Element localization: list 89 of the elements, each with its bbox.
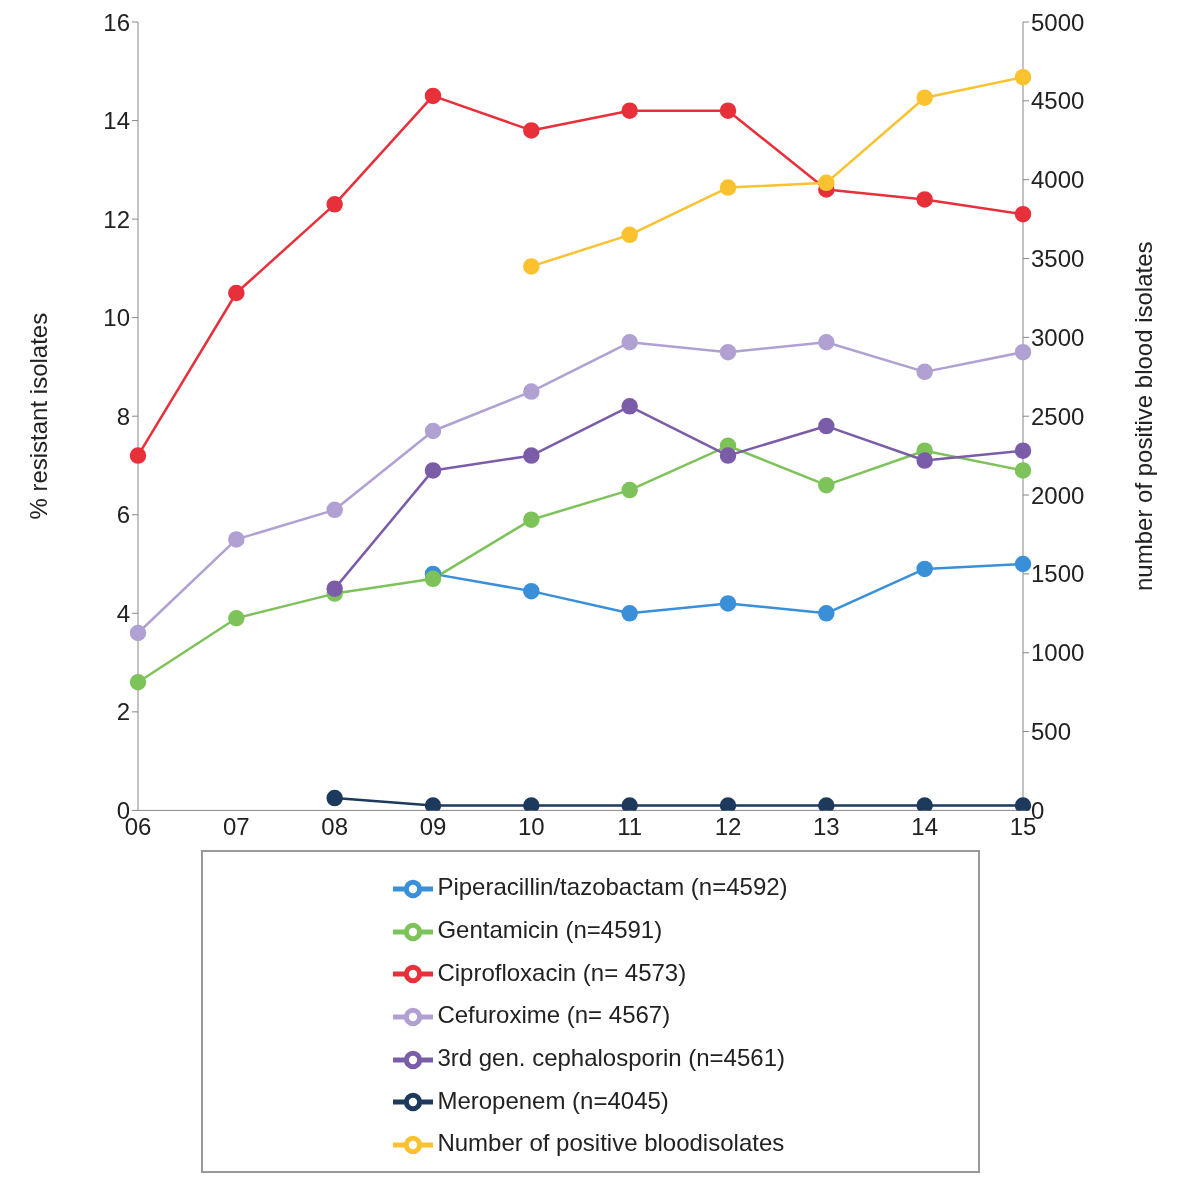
point [621, 334, 638, 351]
y-tick-label: 8 [116, 402, 130, 430]
point [719, 102, 737, 119]
point [1014, 205, 1032, 223]
point [228, 609, 245, 627]
point [818, 797, 835, 811]
point [719, 447, 737, 464]
y2-tick-label: 1500 [1031, 560, 1085, 588]
y2-tick-label: 3000 [1031, 323, 1085, 351]
point [129, 447, 147, 464]
legend-label: Cefuroxime (n= 4567) [437, 1001, 671, 1029]
point [916, 560, 933, 578]
point [523, 511, 540, 528]
x-tick-label: 12 [714, 813, 742, 841]
y-tick-label: 6 [116, 501, 130, 529]
point [916, 452, 933, 469]
y-tick-label: 10 [103, 304, 130, 332]
x-tick-label: 11 [617, 813, 643, 841]
y2-tick-label: 3500 [1031, 245, 1085, 273]
y2-axis-title: number of positive blood isolates [1129, 241, 1157, 591]
y2-tick-label: 4500 [1031, 87, 1085, 115]
point [1014, 797, 1032, 811]
point [818, 605, 835, 622]
y-tick-label: 4 [116, 599, 130, 627]
y2-tick-label: 1000 [1031, 639, 1085, 667]
point [719, 179, 737, 196]
x-tick-label: 07 [222, 813, 250, 841]
legend-label: Gentamicin (n=4591) [437, 916, 663, 944]
y-tick-label: 12 [103, 205, 130, 233]
y-axis-title: % resistant isolates [24, 312, 52, 520]
point [129, 624, 147, 642]
point [523, 447, 540, 464]
legend-label: 3rd gen. cephalosporin (n=4561) [437, 1044, 785, 1072]
point [1014, 343, 1032, 361]
x-tick-label: 14 [911, 813, 939, 841]
point [719, 595, 737, 612]
legend-label: Ciprofloxacin (n= 4573) [437, 958, 687, 986]
point [424, 570, 442, 588]
point [326, 789, 343, 807]
point [719, 797, 737, 811]
point [1014, 462, 1032, 479]
point [1014, 68, 1032, 86]
point [818, 476, 835, 494]
point [523, 122, 540, 139]
point [621, 797, 638, 811]
point [228, 531, 245, 548]
y2-tick-label: 500 [1031, 718, 1072, 746]
point [719, 343, 737, 361]
y-tick-label: 2 [116, 698, 130, 726]
point [621, 481, 638, 499]
y2-tick-label: 2500 [1031, 402, 1085, 430]
y-tick-label: 14 [103, 107, 130, 135]
x-tick-label: 10 [517, 813, 545, 841]
point [523, 582, 540, 600]
point [621, 605, 638, 622]
point [916, 363, 933, 381]
point [818, 417, 835, 435]
y-tick-label: 16 [103, 8, 130, 36]
legend-label: Piperacillin/tazobactam (n=4592) [437, 873, 788, 901]
point [228, 284, 245, 302]
point [523, 258, 540, 275]
point [424, 422, 442, 440]
point [621, 226, 638, 244]
point [916, 89, 933, 106]
point [424, 462, 442, 479]
x-tick-label: 09 [419, 813, 447, 841]
point [1014, 442, 1032, 459]
point [424, 797, 442, 811]
x-tick-label: 13 [812, 813, 840, 841]
y2-tick-label: 5000 [1031, 8, 1085, 36]
point [621, 398, 638, 415]
point [1014, 555, 1032, 573]
point [523, 383, 540, 400]
legend-label: Meropenem (n=4045) [437, 1086, 669, 1114]
legend-label: Number of positive bloodisolates [437, 1129, 785, 1157]
point [621, 102, 638, 119]
point [916, 797, 933, 811]
point [916, 191, 933, 208]
x-tick-label: 08 [321, 813, 349, 841]
point [523, 797, 540, 811]
point [326, 580, 343, 597]
point [818, 334, 835, 351]
y2-tick-label: 4000 [1031, 166, 1085, 194]
point [326, 501, 343, 519]
y2-tick-label: 2000 [1031, 481, 1085, 509]
point [326, 196, 343, 213]
point [129, 674, 147, 691]
point [818, 174, 835, 192]
point [424, 87, 442, 105]
